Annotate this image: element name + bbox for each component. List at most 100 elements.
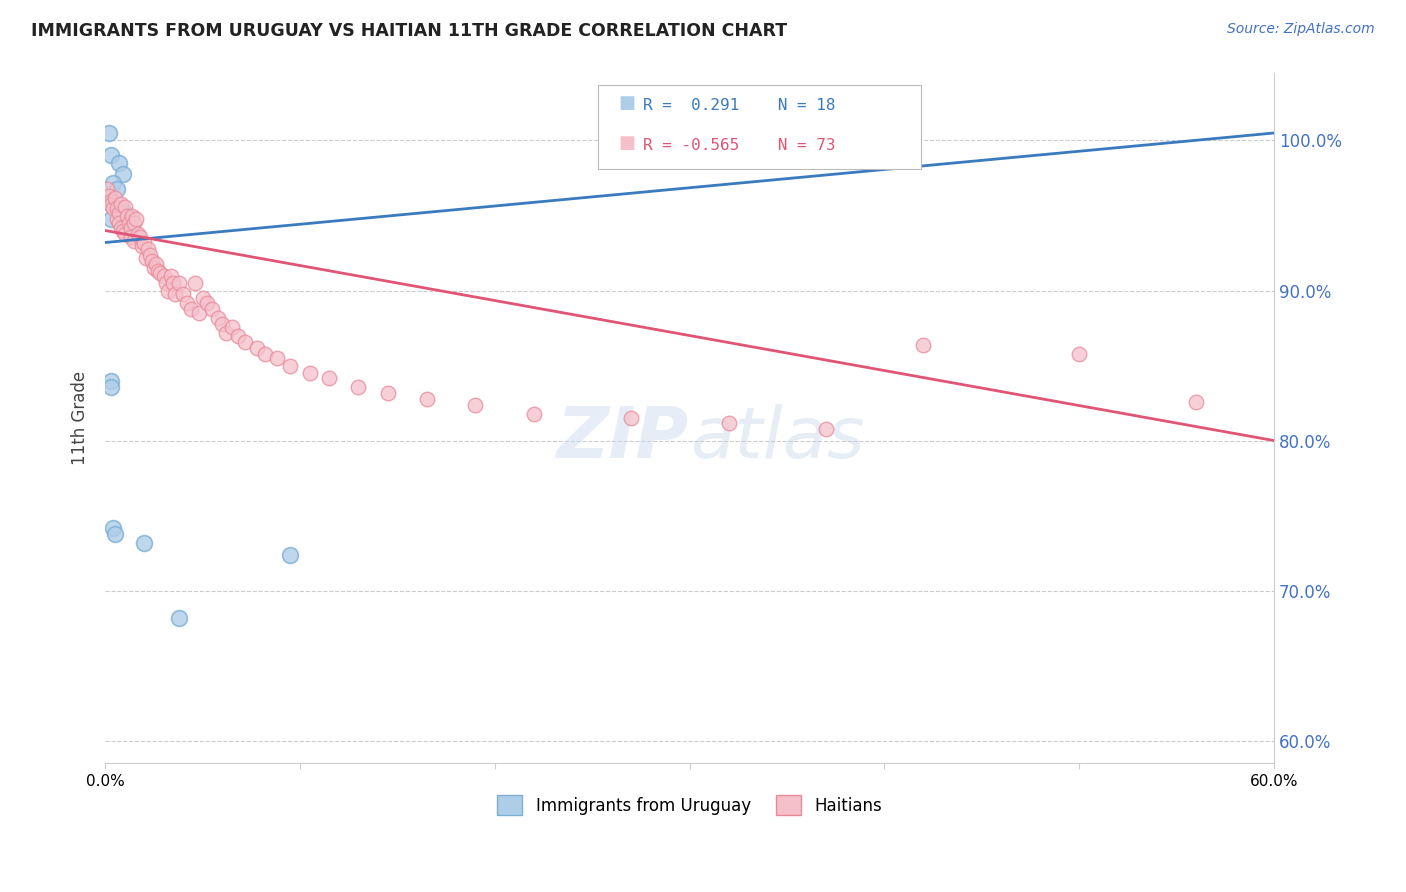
Point <box>100 374 122 388</box>
Point <box>162 276 184 290</box>
Point <box>235 334 257 349</box>
Point <box>146 264 169 278</box>
Point <box>129 229 152 244</box>
Point <box>114 200 136 214</box>
Point <box>115 209 138 223</box>
Point <box>96 181 118 195</box>
Point <box>191 291 214 305</box>
Point <box>120 229 142 244</box>
Text: Source: ZipAtlas.com: Source: ZipAtlas.com <box>1227 22 1375 37</box>
Point <box>100 194 122 208</box>
Point <box>110 220 132 235</box>
Point <box>124 216 146 230</box>
Text: R = -0.565    N = 73: R = -0.565 N = 73 <box>643 138 835 153</box>
Point <box>101 196 124 211</box>
Point <box>120 220 142 235</box>
Point <box>101 520 124 534</box>
Point <box>221 319 243 334</box>
Point <box>207 310 229 325</box>
Point <box>135 251 157 265</box>
Point <box>152 268 174 283</box>
Point <box>105 201 128 215</box>
Text: ■: ■ <box>619 94 636 112</box>
Point <box>142 260 165 275</box>
Point <box>114 227 136 241</box>
Point <box>100 198 122 212</box>
Point <box>136 242 159 256</box>
Text: ZIP: ZIP <box>557 404 689 474</box>
Point <box>155 276 177 290</box>
Point <box>108 216 131 230</box>
Point <box>110 196 132 211</box>
Point <box>104 526 127 541</box>
Point <box>127 227 149 241</box>
Point <box>523 407 546 421</box>
Point <box>117 216 139 230</box>
Point <box>165 286 187 301</box>
Point <box>266 351 288 365</box>
Point <box>1185 394 1208 409</box>
Point <box>180 301 202 316</box>
Point <box>98 126 121 140</box>
Point <box>108 156 131 170</box>
Text: atlas: atlas <box>689 404 865 474</box>
Point <box>111 204 134 219</box>
Y-axis label: 11th Grade: 11th Grade <box>72 371 89 465</box>
Point <box>211 317 233 331</box>
Point <box>141 253 163 268</box>
Point <box>176 295 198 310</box>
Point <box>139 247 162 261</box>
Point <box>111 167 134 181</box>
Point <box>167 276 190 290</box>
Point <box>98 189 121 203</box>
Point <box>298 366 321 380</box>
Point <box>278 548 301 562</box>
Point <box>172 286 194 301</box>
Point <box>318 370 340 384</box>
Point <box>201 301 224 316</box>
Point <box>104 190 127 204</box>
Point <box>145 256 167 270</box>
Point <box>717 416 740 430</box>
Point <box>253 346 276 360</box>
Point <box>100 148 122 162</box>
Point <box>111 223 134 237</box>
Point <box>156 284 179 298</box>
Point <box>814 421 837 435</box>
Point <box>377 385 399 400</box>
Point <box>1069 346 1091 360</box>
Legend: Immigrants from Uruguay, Haitians: Immigrants from Uruguay, Haitians <box>489 787 890 824</box>
Point <box>149 266 172 280</box>
Point <box>108 205 131 219</box>
Point <box>101 201 124 215</box>
Point <box>131 238 153 252</box>
Point <box>215 326 238 340</box>
Point <box>100 211 122 226</box>
Point <box>912 337 935 351</box>
Text: ■: ■ <box>619 134 636 152</box>
Point <box>98 190 121 204</box>
Point <box>278 359 301 373</box>
Text: IMMIGRANTS FROM URUGUAY VS HAITIAN 11TH GRADE CORRELATION CHART: IMMIGRANTS FROM URUGUAY VS HAITIAN 11TH … <box>31 22 787 40</box>
Point <box>415 392 437 406</box>
Point <box>187 306 209 320</box>
Point <box>347 379 370 393</box>
Point <box>115 209 138 223</box>
Point <box>134 235 156 250</box>
Point <box>160 268 183 283</box>
Point <box>246 341 269 355</box>
Point <box>124 234 146 248</box>
Point <box>121 209 143 223</box>
Point <box>105 181 128 195</box>
Point <box>134 535 156 549</box>
Point <box>100 379 122 393</box>
Text: R =  0.291    N = 18: R = 0.291 N = 18 <box>643 98 835 113</box>
Point <box>195 295 218 310</box>
Point <box>105 211 128 226</box>
Point <box>226 328 249 343</box>
Point <box>125 211 148 226</box>
Point <box>101 176 124 190</box>
Point <box>184 276 207 290</box>
Point <box>464 398 486 412</box>
Point <box>167 610 190 624</box>
